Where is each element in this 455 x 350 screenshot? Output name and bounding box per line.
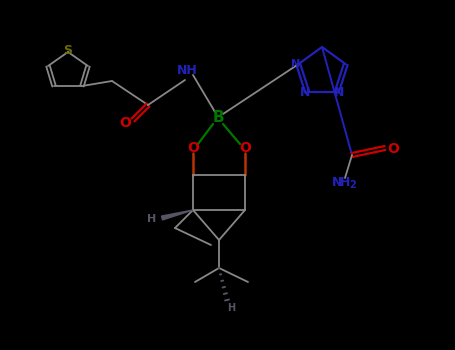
Polygon shape — [162, 210, 193, 220]
Text: N: N — [334, 86, 344, 99]
Text: N: N — [300, 86, 310, 99]
Text: 2: 2 — [349, 180, 356, 190]
Text: H: H — [227, 303, 235, 313]
Text: H: H — [340, 175, 350, 189]
Text: N: N — [291, 59, 300, 69]
Text: O: O — [387, 142, 399, 156]
Text: B: B — [212, 111, 224, 126]
Text: S: S — [64, 44, 72, 57]
Text: O: O — [187, 141, 199, 155]
Text: O: O — [239, 141, 251, 155]
Text: H: H — [147, 214, 157, 224]
Text: N: N — [332, 175, 342, 189]
Text: O: O — [119, 116, 131, 130]
Text: NH: NH — [177, 63, 197, 77]
